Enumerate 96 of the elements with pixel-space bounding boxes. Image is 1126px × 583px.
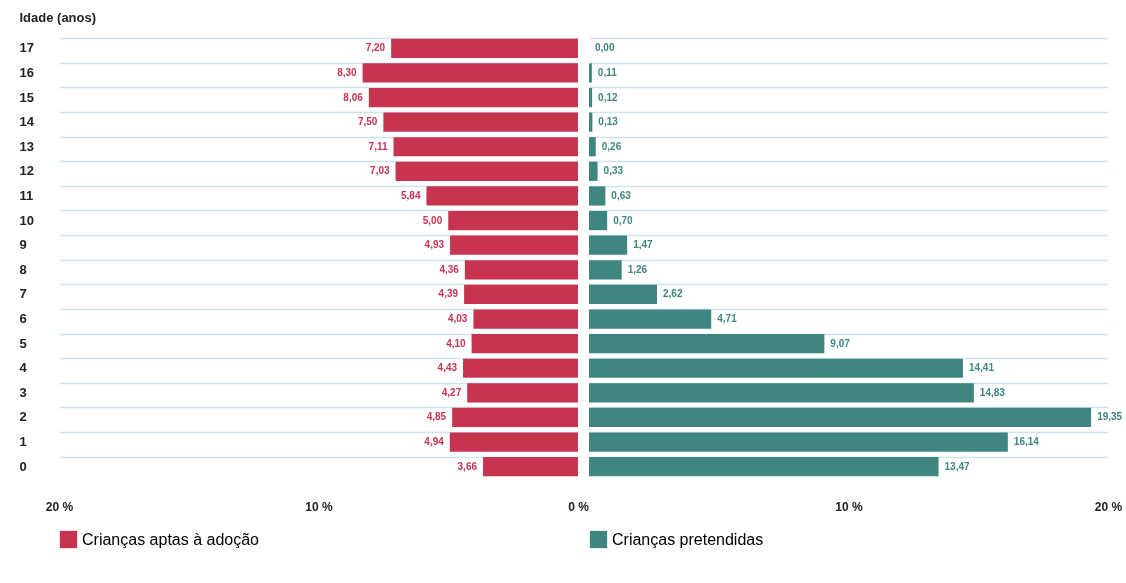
bar: [383, 112, 578, 132]
y-tick-label: 11: [19, 187, 34, 203]
bar: [450, 235, 578, 255]
data-label: 5,00: [422, 214, 443, 226]
y-tick-label: 15: [19, 89, 34, 105]
bar: [391, 38, 578, 58]
data-label: 0,11: [597, 66, 618, 78]
bar: [589, 87, 593, 108]
data-label: 4,71: [717, 313, 738, 325]
data-label: 4,94: [424, 436, 445, 448]
data-label: 1,26: [627, 263, 648, 275]
bar: [589, 210, 608, 231]
y-tick-label: 12: [19, 163, 34, 179]
bar: [448, 210, 578, 231]
data-label: 4,10: [446, 337, 467, 349]
bar: [589, 260, 622, 280]
y-tick-label: 17: [19, 40, 34, 56]
data-label: 7,20: [365, 42, 386, 54]
data-label: 4,39: [438, 288, 459, 300]
data-label: 13,47: [944, 460, 971, 472]
bar: [471, 334, 578, 354]
data-label: 3,66: [457, 460, 478, 472]
data-label: 4,03: [447, 313, 468, 325]
data-label: 8,30: [337, 66, 358, 78]
x-tick-label: 20 %: [1094, 499, 1123, 514]
bar: [368, 87, 578, 108]
data-label: 0,12: [598, 91, 619, 103]
data-label: 7,50: [357, 116, 378, 128]
bar: [483, 457, 578, 477]
data-label: 4,27: [441, 386, 462, 398]
bar: [464, 284, 578, 305]
data-label: 0,33: [603, 165, 624, 177]
bar: [589, 137, 596, 157]
bar: [589, 334, 825, 354]
x-tick-label: 10 %: [305, 499, 333, 514]
y-tick-label: 6: [19, 311, 27, 327]
bar: [393, 137, 578, 157]
bar: [473, 309, 578, 329]
bar: [589, 284, 657, 305]
data-label: 16,14: [1013, 436, 1040, 448]
bar: [589, 358, 963, 378]
data-label: 0,13: [598, 116, 619, 128]
data-label: 5,84: [400, 189, 421, 201]
legend-label: Crianças aptas à adoção: [82, 530, 260, 548]
data-label: 9,07: [830, 337, 851, 349]
y-tick-label: 7: [19, 286, 27, 302]
data-label: 7,03: [370, 165, 390, 177]
bar: [589, 432, 1008, 452]
data-label: 14,83: [979, 386, 1006, 398]
legend-label: Crianças pretendidas: [612, 530, 764, 548]
y-tick-label: 16: [19, 64, 34, 80]
bar: [426, 186, 578, 206]
data-label: 0,70: [613, 214, 634, 226]
x-tick-label: 10 %: [835, 499, 863, 514]
bar: [395, 161, 578, 181]
data-label: 0,26: [601, 140, 622, 152]
bar: [452, 407, 578, 428]
bar: [589, 383, 974, 403]
data-label: 7,11: [368, 140, 388, 152]
bar: [463, 358, 578, 378]
y-tick-label: 8: [19, 261, 27, 277]
bar: [464, 260, 578, 280]
data-label: 2,62: [662, 288, 683, 300]
y-tick-label: 4: [19, 360, 28, 376]
data-label: 8,06: [343, 91, 364, 103]
bar: [589, 63, 592, 83]
y-axis-title: Idade (anos): [19, 9, 97, 25]
y-tick-label: 5: [19, 335, 27, 351]
y-tick-label: 2: [19, 409, 27, 425]
bar: [589, 186, 606, 206]
bar: [589, 235, 628, 255]
data-label: 4,85: [426, 411, 447, 423]
data-label: 4,93: [424, 239, 445, 251]
y-tick-label: 10: [19, 212, 34, 228]
y-tick-label: 3: [19, 384, 27, 400]
y-tick-label: 0: [19, 458, 27, 474]
x-tick-label: 0 %: [568, 499, 590, 514]
bar: [589, 309, 712, 329]
data-label: 14,41: [968, 362, 995, 374]
bar: [589, 457, 939, 477]
x-tick-label: 20 %: [45, 499, 74, 514]
data-label: 0,00: [595, 42, 615, 54]
data-label: 0,63: [611, 189, 632, 201]
data-label: 4,36: [439, 263, 460, 275]
y-tick-label: 1: [19, 434, 27, 450]
bar: [449, 432, 578, 452]
y-tick-label: 14: [19, 114, 35, 130]
y-tick-label: 13: [19, 138, 34, 154]
bar: [589, 161, 598, 181]
data-label: 19,35: [1097, 411, 1123, 423]
y-tick-label: 9: [19, 237, 27, 253]
bar: [362, 63, 578, 83]
bar: [467, 383, 578, 403]
data-label: 4,43: [437, 362, 458, 374]
bar: [589, 407, 1092, 428]
data-label: 1,47: [633, 239, 654, 251]
